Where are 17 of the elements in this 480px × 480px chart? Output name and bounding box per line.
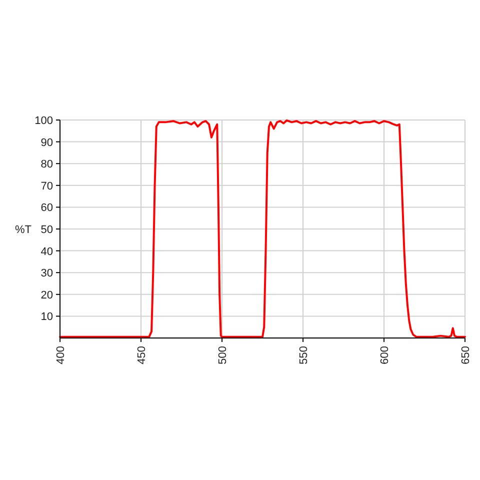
x-tick-label: 600 <box>379 346 391 364</box>
x-tick-label: 550 <box>298 346 310 364</box>
y-tick-label: 30 <box>40 268 53 280</box>
x-tick-label: 650 <box>460 346 472 364</box>
x-tick-label: 500 <box>217 346 229 364</box>
x-tick-label: 400 <box>55 346 67 364</box>
y-tick-label: 20 <box>40 289 53 302</box>
y-tick-label: 60 <box>40 202 53 214</box>
y-tick-label: 50 <box>40 224 53 236</box>
y-tick-label: 70 <box>40 180 53 192</box>
y-tick-label: 80 <box>40 158 53 171</box>
x-tick-label: 450 <box>136 346 148 364</box>
y-tick-label: 100 <box>34 115 53 127</box>
y-tick-label: 10 <box>40 311 53 324</box>
y-tick-label: 90 <box>40 136 53 149</box>
y-axis-title: %T <box>15 224 32 236</box>
y-tick-label: 40 <box>40 246 53 258</box>
